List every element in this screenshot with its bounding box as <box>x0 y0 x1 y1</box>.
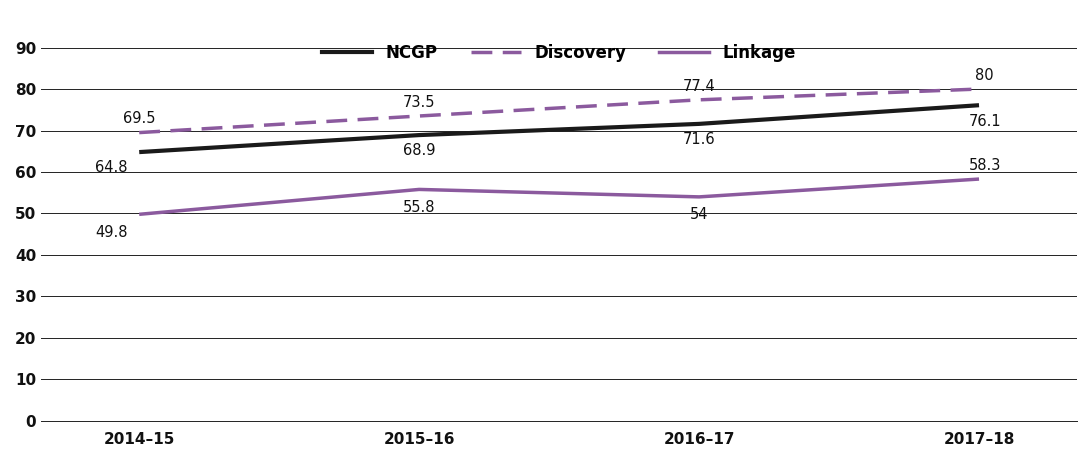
Text: 54: 54 <box>690 207 709 222</box>
Text: 68.9: 68.9 <box>403 143 436 158</box>
Text: 80: 80 <box>975 68 994 83</box>
Text: 77.4: 77.4 <box>682 79 715 94</box>
Text: 58.3: 58.3 <box>969 158 1000 173</box>
Text: 69.5: 69.5 <box>123 111 155 127</box>
Text: 71.6: 71.6 <box>682 132 715 147</box>
Text: 76.1: 76.1 <box>969 114 1001 128</box>
Text: 49.8: 49.8 <box>95 225 128 240</box>
Text: 55.8: 55.8 <box>403 200 436 215</box>
Legend: NCGP, Discovery, Linkage: NCGP, Discovery, Linkage <box>316 37 803 68</box>
Text: 73.5: 73.5 <box>403 95 436 110</box>
Text: 64.8: 64.8 <box>95 160 128 176</box>
